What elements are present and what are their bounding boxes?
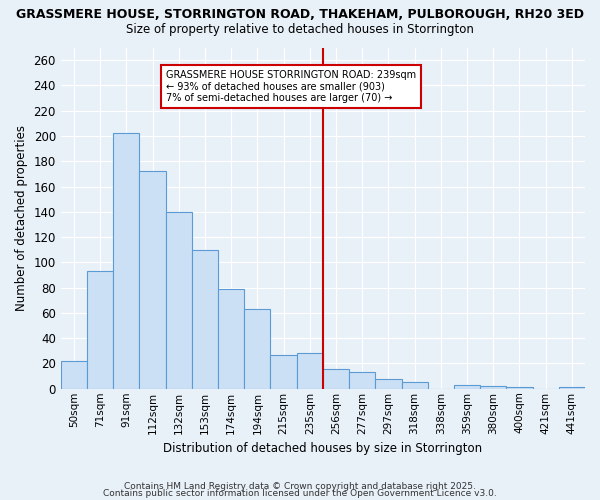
Text: Contains HM Land Registry data © Crown copyright and database right 2025.: Contains HM Land Registry data © Crown c…	[124, 482, 476, 491]
Bar	[454, 385, 480, 389]
Text: Size of property relative to detached houses in Storrington: Size of property relative to detached ho…	[126, 22, 474, 36]
Bar	[244, 309, 271, 389]
Bar	[323, 368, 349, 389]
Bar	[139, 172, 166, 389]
Bar	[480, 386, 506, 389]
Bar	[113, 134, 139, 389]
Bar	[506, 388, 533, 389]
X-axis label: Distribution of detached houses by size in Storrington: Distribution of detached houses by size …	[163, 442, 482, 455]
Bar	[559, 388, 585, 389]
Y-axis label: Number of detached properties: Number of detached properties	[15, 125, 28, 311]
Bar	[271, 354, 296, 389]
Bar	[218, 289, 244, 389]
Text: GRASSMERE HOUSE, STORRINGTON ROAD, THAKEHAM, PULBOROUGH, RH20 3ED: GRASSMERE HOUSE, STORRINGTON ROAD, THAKE…	[16, 8, 584, 20]
Text: GRASSMERE HOUSE STORRINGTON ROAD: 239sqm
← 93% of detached houses are smaller (9: GRASSMERE HOUSE STORRINGTON ROAD: 239sqm…	[166, 70, 416, 104]
Bar	[192, 250, 218, 389]
Bar	[376, 378, 401, 389]
Bar	[61, 361, 87, 389]
Bar	[296, 354, 323, 389]
Bar	[349, 372, 376, 389]
Text: Contains public sector information licensed under the Open Government Licence v3: Contains public sector information licen…	[103, 490, 497, 498]
Bar	[401, 382, 428, 389]
Bar	[166, 212, 192, 389]
Bar	[87, 271, 113, 389]
